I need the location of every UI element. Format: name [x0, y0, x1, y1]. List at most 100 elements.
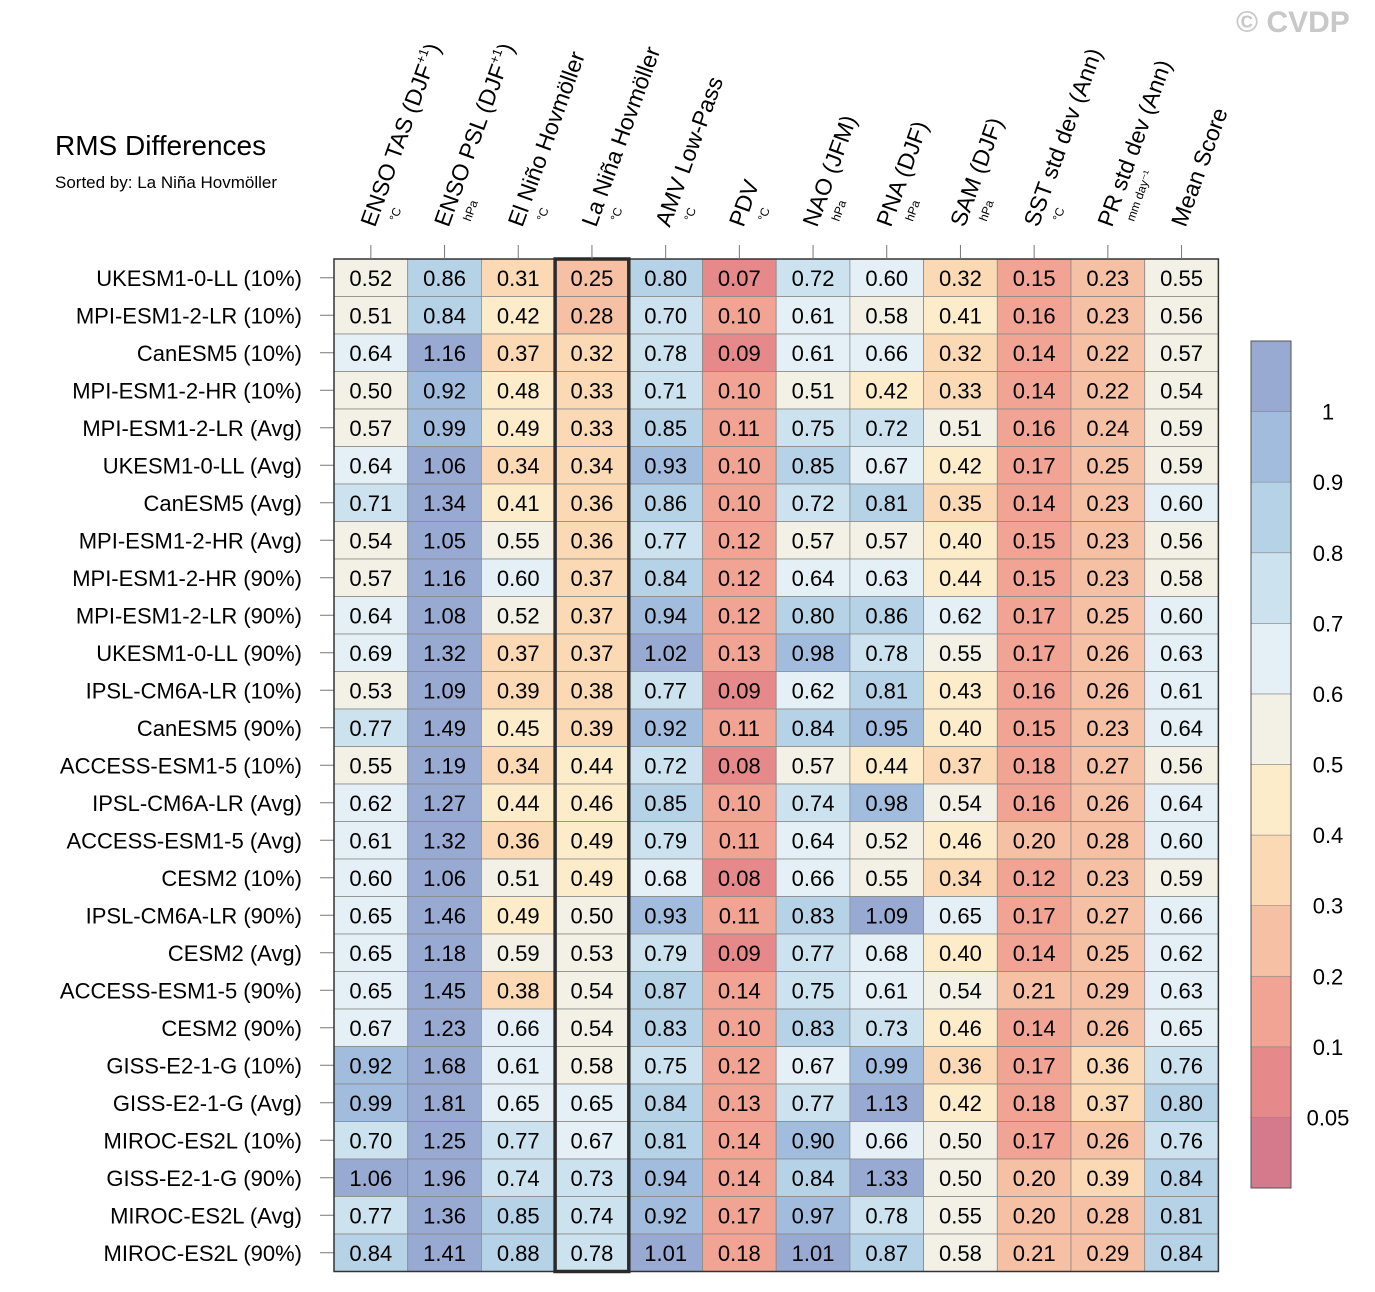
cell-value-label: 0.49: [571, 866, 614, 891]
cell-value-label: 0.14: [1013, 1016, 1056, 1041]
cell-value-label: 0.73: [865, 1016, 908, 1041]
cell-value-label: 0.99: [423, 416, 466, 441]
cell-value-label: 0.35: [939, 491, 982, 516]
cell-value-label: 0.95: [865, 716, 908, 741]
cell-value-label: 0.55: [939, 641, 982, 666]
cell-value-label: 0.79: [644, 828, 687, 853]
cell-value-label: 0.64: [1160, 716, 1203, 741]
cell-value-label: 0.57: [349, 566, 392, 591]
cell-value-label: 0.99: [349, 1091, 392, 1116]
cell-value-label: 0.25: [1086, 453, 1129, 478]
cell-value-label: 1.18: [423, 941, 466, 966]
cell-value-label: 0.67: [349, 1016, 392, 1041]
cell-value-label: 1.06: [423, 453, 466, 478]
heatmap-cell: [1144, 1121, 1219, 1160]
cell-value-label: 0.59: [1160, 453, 1203, 478]
cell-value-label: 0.18: [1013, 753, 1056, 778]
row-label: CanESM5 (Avg): [143, 491, 302, 516]
cell-value-label: 0.85: [644, 791, 687, 816]
heatmap-cell: [628, 446, 703, 485]
heatmap-cell: [1144, 1158, 1219, 1197]
heatmap-cell: [333, 708, 409, 747]
heatmap-cell: [480, 1158, 556, 1197]
cell-value-label: 0.27: [1086, 903, 1129, 928]
cell-value-label: 0.08: [718, 753, 761, 778]
heatmap-cell: [702, 596, 777, 635]
cell-value-label: 0.26: [1086, 1016, 1129, 1041]
heatmap-cell: [849, 783, 925, 822]
cell-value-label: 1.01: [644, 1241, 687, 1266]
cell-value-label: 0.88: [497, 1241, 540, 1266]
cell-value-label: 0.41: [939, 303, 982, 328]
cell-value-label: 0.25: [1086, 941, 1129, 966]
cell-value-label: 1.09: [423, 678, 466, 703]
cell-value-label: 0.81: [865, 491, 908, 516]
cell-value-label: 0.92: [644, 1203, 687, 1228]
colorbar-swatch: [1250, 975, 1292, 1048]
heatmap-cell: [407, 333, 482, 372]
heatmap-cell: [1070, 933, 1146, 972]
heatmap-cell: [996, 858, 1072, 897]
cell-value-label: 0.15: [1013, 566, 1056, 591]
heatmap-cell: [775, 1008, 851, 1047]
cell-value-label: 0.83: [792, 1016, 835, 1041]
heatmap-cell: [628, 1083, 703, 1122]
cell-value-label: 0.77: [792, 1091, 835, 1116]
colorbar-tick-label: 1: [1322, 400, 1334, 425]
cell-value-label: 0.59: [497, 941, 540, 966]
heatmap-cell: [849, 746, 925, 785]
cell-value-label: 0.68: [865, 941, 908, 966]
cell-value-label: 1.46: [423, 903, 466, 928]
heatmap-cell: [628, 1121, 703, 1160]
cell-value-label: 0.36: [497, 828, 540, 853]
heatmap-cell: [702, 1233, 777, 1272]
heatmap-cell: [702, 1158, 777, 1197]
heatmap-cell: [849, 446, 925, 485]
heatmap-cell: [333, 446, 409, 485]
cell-value-label: 0.55: [497, 528, 540, 553]
heatmap-cell: [849, 408, 925, 447]
cell-value-label: 0.77: [349, 716, 392, 741]
cell-value-label: 0.44: [939, 566, 982, 591]
heatmap-cell: [1070, 1121, 1146, 1160]
colorbar-swatch: [1250, 481, 1292, 554]
heatmap-cell: [775, 933, 851, 972]
cell-value-label: 0.51: [497, 866, 540, 891]
heatmap-cell: [996, 821, 1072, 860]
heatmap-cell: [849, 1121, 925, 1160]
heatmap-cell: [1070, 1158, 1146, 1197]
cell-value-label: 0.32: [939, 341, 982, 366]
cell-value-label: 0.79: [644, 941, 687, 966]
cell-value-label: 0.37: [939, 753, 982, 778]
heatmap-cell: [628, 296, 703, 335]
row-label: GISS-E2-1-G (Avg): [113, 1091, 302, 1116]
heatmap-cell: [996, 783, 1072, 822]
heatmap-cell: [996, 558, 1072, 597]
heatmap-cell: [628, 783, 703, 822]
cell-value-label: 0.56: [1160, 303, 1203, 328]
cell-value-label: 0.08: [718, 866, 761, 891]
cell-value-label: 0.54: [349, 528, 392, 553]
cell-value-label: 0.63: [865, 566, 908, 591]
cell-value-label: 1.05: [423, 528, 466, 553]
heatmap-cell: [1144, 1008, 1219, 1047]
cell-value-label: 0.17: [1013, 1128, 1056, 1153]
cell-value-label: 1.49: [423, 716, 466, 741]
cell-value-label: 0.25: [571, 266, 614, 291]
cell-value-label: 0.74: [571, 1203, 614, 1228]
cell-value-label: 0.57: [792, 753, 835, 778]
heatmap-cell: [775, 446, 851, 485]
heatmap-cell: [702, 446, 777, 485]
cell-value-label: 0.92: [644, 716, 687, 741]
cell-value-label: 0.49: [497, 416, 540, 441]
cell-value-label: 0.46: [939, 1016, 982, 1041]
heatmap-cell: [849, 708, 925, 747]
cell-value-label: 0.49: [497, 903, 540, 928]
cell-value-label: 0.10: [718, 491, 761, 516]
cell-value-label: 0.36: [939, 1053, 982, 1078]
cell-value-label: 0.67: [792, 1053, 835, 1078]
cell-value-label: 0.56: [1160, 753, 1203, 778]
heatmap-cell: [407, 371, 482, 410]
cell-value-label: 0.10: [718, 791, 761, 816]
cell-value-label: 0.58: [865, 303, 908, 328]
